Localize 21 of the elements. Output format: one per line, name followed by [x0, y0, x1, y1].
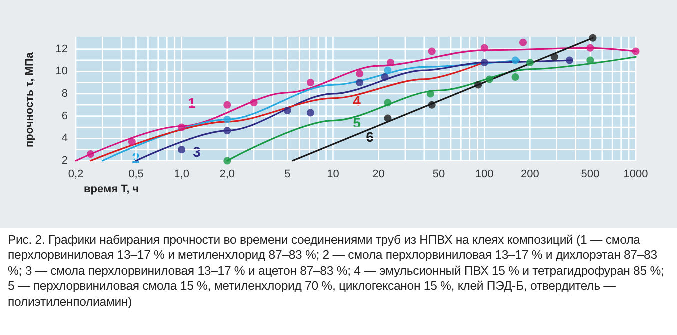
y-tick-label: 6 [62, 110, 68, 122]
x-tick-label: 5 [284, 168, 291, 180]
y-tick-label: 4 [62, 132, 68, 145]
x-tick-label: 0,2 [68, 168, 84, 180]
y-tick-label: 12 [56, 43, 68, 56]
y-tick-label: 8 [62, 88, 68, 100]
y-tick-label: 2 [62, 155, 68, 167]
x-tick-label: 10 [327, 168, 340, 180]
x-tick-label: 1000 [624, 168, 648, 180]
x-tick-label: 20 [372, 168, 385, 180]
x-tick-label: 50 [432, 168, 446, 180]
x-tick-label: 1,0 [174, 168, 190, 180]
x-axis-title: время T, ч [84, 184, 140, 196]
x-tick-label: 500 [581, 168, 600, 180]
y-axis-title: прочность τ, МПа [24, 52, 36, 148]
x-tick-label: 2,0 [220, 168, 236, 180]
x-tick-label: 200 [521, 168, 540, 180]
x-tick-label: 0,5 [128, 168, 144, 180]
x-tick-label: 100 [475, 168, 494, 180]
y-tick-label: 10 [56, 66, 68, 78]
text: Рис. 2. Графики набирания прочности во времени соединениями труб из НПВХ на клеях композиций (1 — смола перхлорвиниловая 13–17 % и метиленхлорид 87–83 %; 2 — смола перхлорвиниловая 13–17 % и дихлорэтан 87–83 %; 3 — смола перхлорвиниловая 13–17 % и ацетон 87–83 %; 4 — эмульсионный ПВХ 15 % и тетрагидрофуран 85 %; 5 — перхлорвиниловая смола 15 %, метиленхлорид 70 %, циклогексанон 15 %, клей ПЭД-Б, отвердитель — полиэтиленполиамин) [7, 232, 666, 310]
